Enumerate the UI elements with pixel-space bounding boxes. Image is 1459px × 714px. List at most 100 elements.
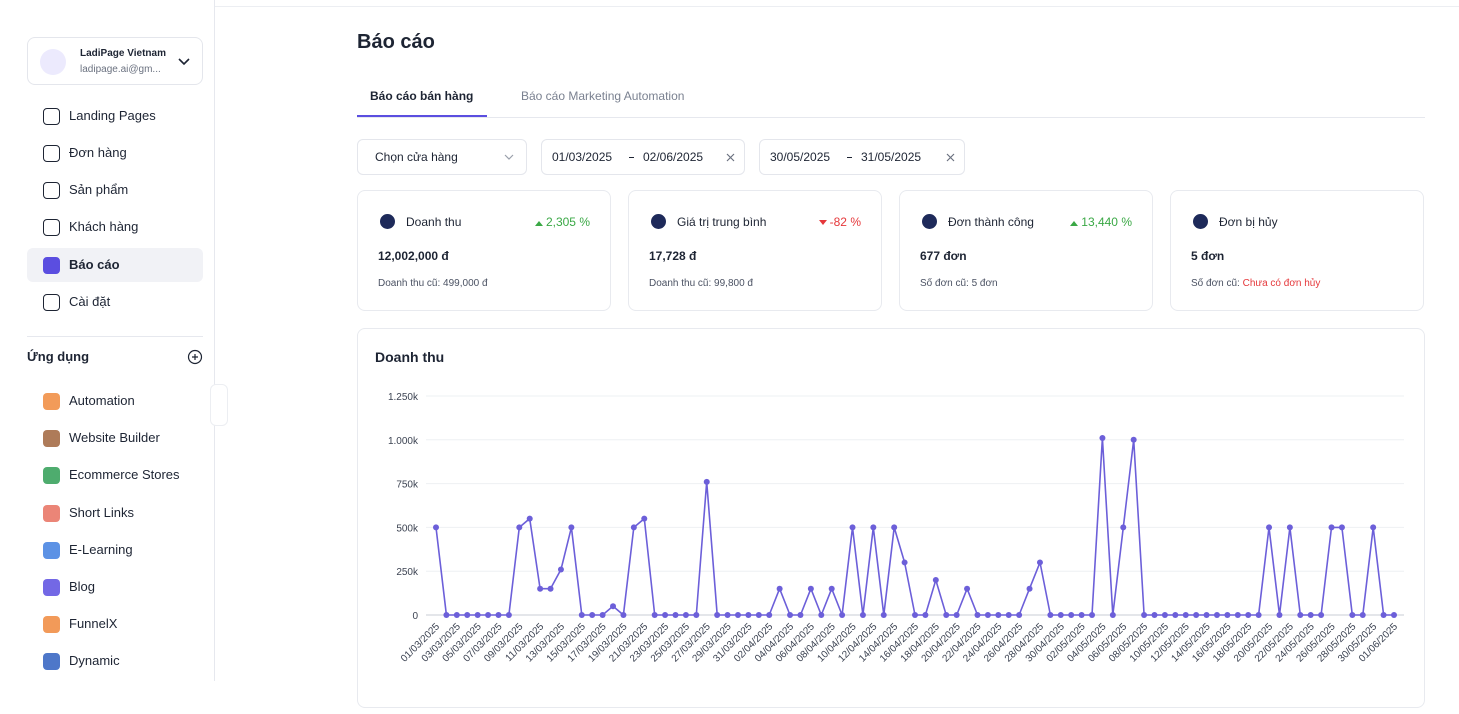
app-item[interactable]: FunnelX bbox=[27, 607, 203, 641]
menu-icon bbox=[43, 257, 60, 274]
point bbox=[495, 612, 502, 618]
menu-icon bbox=[43, 182, 60, 199]
y-tick-label: 1.000k bbox=[388, 436, 419, 447]
point bbox=[505, 612, 512, 618]
menu-item[interactable]: Đơn hàng bbox=[27, 136, 203, 170]
app-icon bbox=[43, 653, 60, 671]
point bbox=[537, 585, 544, 592]
card-value: 5 đơn bbox=[1191, 249, 1225, 263]
point bbox=[859, 612, 866, 618]
point bbox=[1359, 612, 1366, 618]
app-icon bbox=[43, 616, 60, 634]
card-icon bbox=[922, 214, 937, 229]
card-value: 12,002,000 đ bbox=[378, 249, 449, 263]
point bbox=[620, 612, 627, 618]
app-item[interactable]: Blog bbox=[27, 570, 203, 604]
point bbox=[828, 585, 835, 592]
card-icon bbox=[651, 214, 666, 229]
point bbox=[516, 524, 523, 531]
clear[interactable] bbox=[946, 153, 955, 162]
point bbox=[1120, 524, 1127, 531]
point bbox=[630, 524, 637, 531]
previous-value: 5 đơn bbox=[971, 278, 998, 289]
card-icon bbox=[380, 214, 395, 229]
date-range[interactable]: 30/05/2025 31/05/2025 bbox=[759, 139, 965, 175]
range-separator bbox=[629, 157, 634, 158]
menu-icon bbox=[43, 145, 60, 162]
point bbox=[1151, 612, 1158, 618]
stat-card: Giá trị trung bình -82 % 17,728 đ Doanh thu… bbox=[628, 190, 882, 311]
menu-item[interactable]: Sản phẩm bbox=[27, 173, 203, 207]
range-separator bbox=[847, 157, 852, 158]
point bbox=[1349, 612, 1356, 618]
point bbox=[932, 576, 939, 583]
store-placeholder: Chọn cửa hàng bbox=[375, 150, 458, 164]
change-value: 2,305 % bbox=[545, 215, 590, 229]
previous-value: 499,000 đ bbox=[443, 278, 488, 289]
point bbox=[1172, 612, 1179, 618]
card-label: Doanh thu bbox=[406, 215, 462, 229]
app-label: Blog bbox=[69, 579, 96, 594]
app-item[interactable]: E-Learning bbox=[27, 533, 203, 567]
point bbox=[1338, 524, 1345, 531]
previous-label: Doanh thu cũ: bbox=[649, 278, 712, 289]
point bbox=[1099, 435, 1106, 442]
add-app[interactable] bbox=[187, 349, 203, 365]
date-range[interactable]: 01/03/2025 02/06/2025 bbox=[541, 139, 745, 175]
app-item[interactable]: Dynamic bbox=[27, 644, 203, 678]
app-label: FunnelX bbox=[69, 616, 118, 632]
point bbox=[849, 524, 856, 531]
account-email: ladipage.ai@gm... bbox=[80, 64, 161, 75]
app-item[interactable]: Automation bbox=[27, 384, 203, 418]
point bbox=[912, 612, 918, 618]
point bbox=[1193, 612, 1200, 618]
point bbox=[1047, 612, 1054, 618]
collapse-toggle[interactable] bbox=[210, 384, 228, 426]
point bbox=[453, 612, 460, 618]
tabs-line bbox=[357, 117, 1425, 118]
account-switcher[interactable]: LadiPage Vietnam ladipage.ai@gm... bbox=[27, 37, 203, 85]
point bbox=[724, 612, 731, 618]
store-select[interactable]: Chọn cửa hàng bbox=[357, 139, 527, 175]
previous-label: Doanh thu cũ: bbox=[378, 278, 441, 289]
card-change: 13,440 % bbox=[1070, 215, 1132, 229]
app-label: E-Learning bbox=[69, 541, 133, 557]
previous-label: Số đơn cũ: bbox=[1191, 278, 1240, 289]
menu-icon bbox=[43, 294, 60, 311]
menu-item[interactable]: Cài đặt bbox=[27, 285, 203, 319]
y-tick-label: 1.250k bbox=[388, 392, 419, 403]
date-from: 30/05/2025 bbox=[770, 150, 831, 164]
point bbox=[1057, 612, 1064, 618]
menu-item[interactable]: Báo cáo bbox=[27, 248, 203, 282]
menu-item[interactable]: Khách hàng bbox=[27, 210, 203, 244]
clear[interactable] bbox=[726, 153, 735, 162]
app-item[interactable]: Website Builder bbox=[27, 421, 203, 455]
card-previous: Doanh thu cũ: 99,800 đ bbox=[649, 278, 753, 289]
point bbox=[1276, 612, 1283, 618]
tab[interactable]: Báo cáo Marketing Automation bbox=[521, 89, 685, 103]
previous-label: Số đơn cũ: bbox=[920, 278, 969, 289]
point bbox=[703, 478, 710, 485]
chart: Doanh thu 0250k500k750k1.000k1.250k01/03… bbox=[375, 349, 1404, 665]
point bbox=[599, 612, 606, 618]
change-value: 13,440 % bbox=[1081, 215, 1132, 229]
menu-label: Đơn hàng bbox=[69, 145, 127, 160]
app-item[interactable]: Ecommerce Stores bbox=[27, 458, 203, 492]
app-label: Website Builder bbox=[69, 430, 160, 446]
point bbox=[922, 612, 929, 618]
change-arrow bbox=[818, 220, 827, 225]
point bbox=[651, 612, 658, 618]
card-change: 2,305 % bbox=[534, 215, 590, 229]
point bbox=[891, 524, 898, 531]
card-value: 17,728 đ bbox=[649, 249, 697, 263]
app-item[interactable]: Short Links bbox=[27, 496, 203, 530]
page: LadiPage Vietnam ladipage.ai@gm... Landi… bbox=[27, 0, 1459, 708]
point bbox=[662, 612, 669, 618]
tab[interactable]: Báo cáo bán hàng bbox=[370, 89, 474, 103]
app-label: Dynamic bbox=[69, 653, 120, 669]
point bbox=[776, 585, 783, 592]
menu-item[interactable]: Landing Pages bbox=[27, 99, 203, 133]
point bbox=[641, 515, 648, 522]
point bbox=[1026, 585, 1033, 592]
point bbox=[766, 612, 773, 618]
